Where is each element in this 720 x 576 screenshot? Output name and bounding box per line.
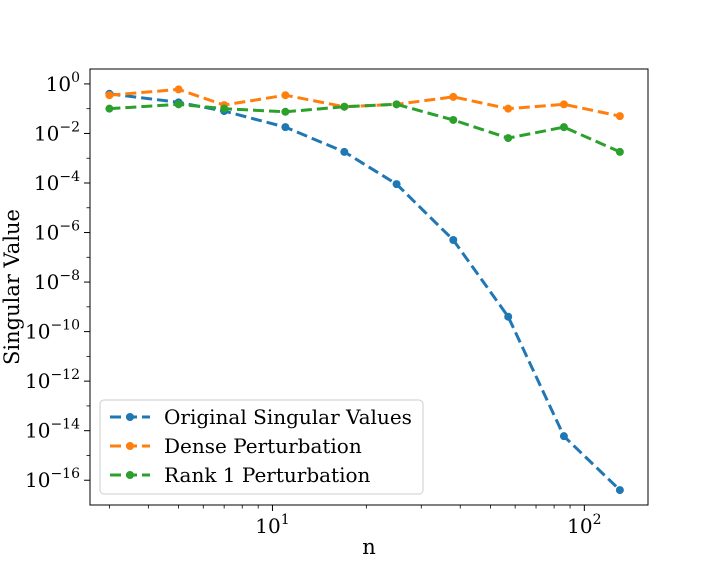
data-point: [105, 91, 114, 100]
legend-swatch-marker: [126, 413, 134, 421]
y-tick-label: 10−8: [34, 268, 80, 294]
x-tick-label: 101: [255, 512, 289, 538]
series-3: [105, 100, 624, 156]
data-point: [449, 92, 458, 101]
legend: Original Singular Values Dense Perturbati…: [99, 399, 424, 495]
y-tick-label: 10−6: [34, 219, 80, 245]
data-point: [615, 486, 624, 495]
series-line: [109, 87, 621, 118]
plot-frame: [89, 68, 649, 506]
data-point: [174, 85, 183, 94]
data-point: [281, 107, 290, 116]
legend-entry: Rank 1 Perturbation: [110, 463, 371, 487]
series-line: [109, 102, 621, 154]
data-point: [392, 100, 401, 109]
legend-entry: Original Singular Values: [110, 405, 412, 429]
data-point: [615, 147, 624, 156]
y-tick-label: 10−4: [34, 169, 80, 195]
y-tick-label: 10−16: [25, 466, 80, 492]
data-point: [340, 102, 349, 111]
legend-swatch-marker: [126, 442, 134, 450]
legend-entry: Dense Perturbation: [110, 434, 362, 458]
data-point: [504, 312, 513, 321]
data-point: [105, 104, 114, 113]
y-axis-label: Singular Value: [0, 209, 24, 365]
data-point: [559, 123, 568, 132]
data-point: [281, 123, 290, 132]
data-point: [615, 112, 624, 121]
legend-label: Rank 1 Perturbation: [164, 463, 371, 487]
data-point: [559, 100, 568, 109]
legend-label: Original Singular Values: [164, 405, 412, 429]
data-point: [504, 104, 513, 113]
series-layer: [105, 85, 624, 495]
data-point: [449, 115, 458, 124]
y-tick-label: 10−14: [25, 417, 80, 443]
data-point: [504, 134, 513, 143]
y-tick-label: 100: [46, 70, 80, 96]
y-tick-label: 10−2: [34, 119, 80, 145]
data-point: [392, 180, 401, 189]
y-tick-label: 10−10: [25, 318, 80, 344]
series-line: [109, 92, 621, 492]
data-point: [559, 432, 568, 441]
x-axis-label: n: [362, 535, 376, 559]
legend-swatch-marker: [126, 471, 134, 479]
legend-label: Dense Perturbation: [164, 434, 362, 458]
series-1: [105, 89, 624, 495]
data-point: [449, 235, 458, 244]
data-point: [220, 104, 229, 113]
legend-box: [99, 399, 424, 495]
axes-layer: 101 102 100 10−2 10−4 10−6 10−8 10−10 10−12 10−14…: [25, 70, 602, 538]
data-point: [340, 147, 349, 156]
data-point: [174, 100, 183, 109]
x-tick-label: 102: [567, 512, 601, 538]
y-tick-label: 10−12: [25, 367, 80, 393]
data-point: [281, 91, 290, 100]
